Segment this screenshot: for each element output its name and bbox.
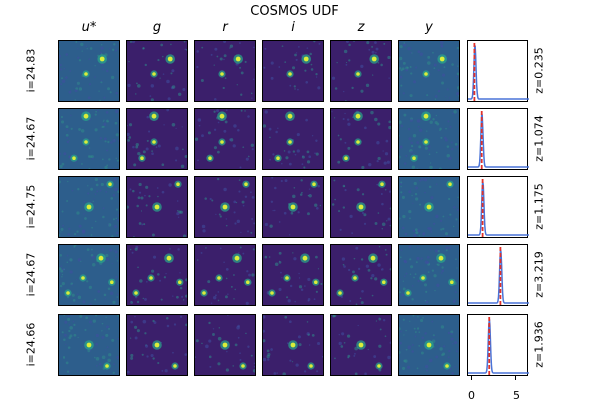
pdf-curve [468,45,529,100]
band-label-u: u* [81,20,97,35]
band-label-r: r [222,20,228,35]
pdf-xtick-mark-0 [471,376,473,380]
cutout-image-r4-u [58,244,120,306]
redshift-pdf-panel-2 [467,108,529,170]
row-magnitude-label-5: i=24.66 [24,322,38,367]
cutout-image-r2-y [398,108,460,170]
cutout-image-r4-i [262,244,324,306]
cutout-image-r2-r [194,108,256,170]
cutout-image-r2-z [330,108,392,170]
band-label-z: z [357,20,365,35]
cutout-image-r3-r [194,176,256,238]
cutout-image-r2-i [262,108,324,170]
row-magnitude-label-4: i=24.67 [24,252,38,297]
pdf-xtick-0: 0 [468,389,475,402]
band-label-y: y [425,20,433,35]
cutout-image-r3-u [58,176,120,238]
row-magnitude-label-2: i=24.67 [24,116,38,161]
band-label-g: g [152,20,162,35]
band-label-i: i [291,20,295,35]
cutout-image-r3-i [262,176,324,238]
cutout-image-r5-u [58,314,120,376]
cutout-image-r1-z [330,40,392,102]
row-magnitude-label-3: i=24.75 [24,184,38,229]
cutout-image-r4-z [330,244,392,306]
row-magnitude-label-1: i=24.83 [24,48,38,93]
cutout-image-r4-g [126,244,188,306]
cutout-image-r1-i [262,40,324,102]
cutout-image-r5-y [398,314,460,376]
cutout-image-r5-g [126,314,188,376]
redshift-label-4: z=3.219 [532,251,546,298]
cutout-image-r1-u [58,40,120,102]
cutout-image-r3-y [398,176,460,238]
pdf-curve [468,318,529,374]
cutout-image-r1-g [126,40,188,102]
cutout-image-r5-z [330,314,392,376]
redshift-label-2: z=1.074 [532,115,546,162]
redshift-label-1: z=0.235 [532,47,546,94]
cutout-image-r2-u [58,108,120,170]
cutout-image-r1-y [398,40,460,102]
cutout-image-r4-r [194,244,256,306]
figure-title: COSMOS UDF [250,4,339,19]
cutout-image-r3-z [330,176,392,238]
pdf-xtick-5: 5 [513,389,520,402]
pdf-curve [468,249,529,304]
cutout-image-r2-g [126,108,188,170]
cutout-image-r3-g [126,176,188,238]
redshift-label-3: z=1.175 [532,183,546,230]
redshift-pdf-panel-5 [467,314,529,376]
redshift-pdf-panel-3 [467,176,529,238]
cutout-image-r5-i [262,314,324,376]
pdf-curve [468,180,529,236]
pdf-xtick-mark-5 [514,376,516,380]
redshift-pdf-panel-1 [467,40,529,102]
cutout-image-r5-r [194,314,256,376]
pdf-curve [468,111,529,168]
cutout-image-r1-r [194,40,256,102]
cutout-image-r4-y [398,244,460,306]
redshift-pdf-panel-4 [467,244,529,306]
redshift-label-5: z=1.936 [532,321,546,368]
